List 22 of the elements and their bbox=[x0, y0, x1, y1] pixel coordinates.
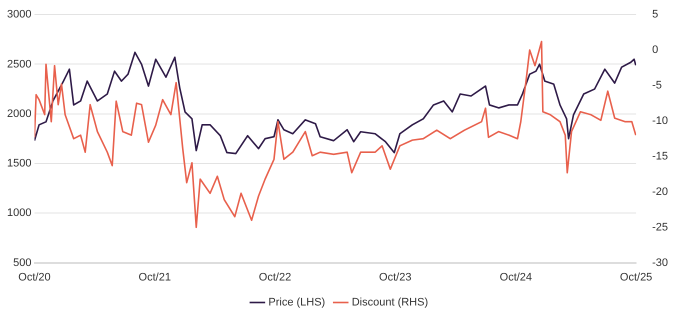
y-tick-label: 500 bbox=[13, 256, 32, 269]
y2-tick-label: -10 bbox=[652, 115, 668, 128]
y2-tick-label: -25 bbox=[652, 221, 668, 234]
x-tick-label: Oct/21 bbox=[138, 271, 171, 284]
x-tick-label: Oct/20 bbox=[18, 271, 51, 284]
legend-label: Price (LHS) bbox=[268, 296, 326, 309]
y2-tick-label: -20 bbox=[652, 186, 668, 198]
y-tick-label: 2500 bbox=[6, 58, 32, 70]
x-tick-label: Oct/23 bbox=[379, 271, 412, 284]
x-tick-label: Oct/25 bbox=[620, 271, 652, 284]
y-tick-label: 1500 bbox=[6, 158, 32, 170]
y2-tick-label: 0 bbox=[652, 44, 658, 56]
x-tick-label: Oct/24 bbox=[500, 271, 532, 284]
y-tick-label: 3000 bbox=[6, 8, 32, 21]
legend-label: Discount (RHS) bbox=[352, 296, 428, 309]
y-tick-label: 1000 bbox=[6, 207, 32, 220]
y2-tick-label: 5 bbox=[652, 8, 658, 21]
y2-tick-label: -15 bbox=[652, 150, 668, 162]
x-tick-label: Oct/22 bbox=[258, 271, 292, 284]
y2-tick-label: -30 bbox=[652, 256, 668, 269]
y-tick-label: 2000 bbox=[6, 108, 32, 120]
y2-tick-label: -5 bbox=[652, 80, 662, 92]
